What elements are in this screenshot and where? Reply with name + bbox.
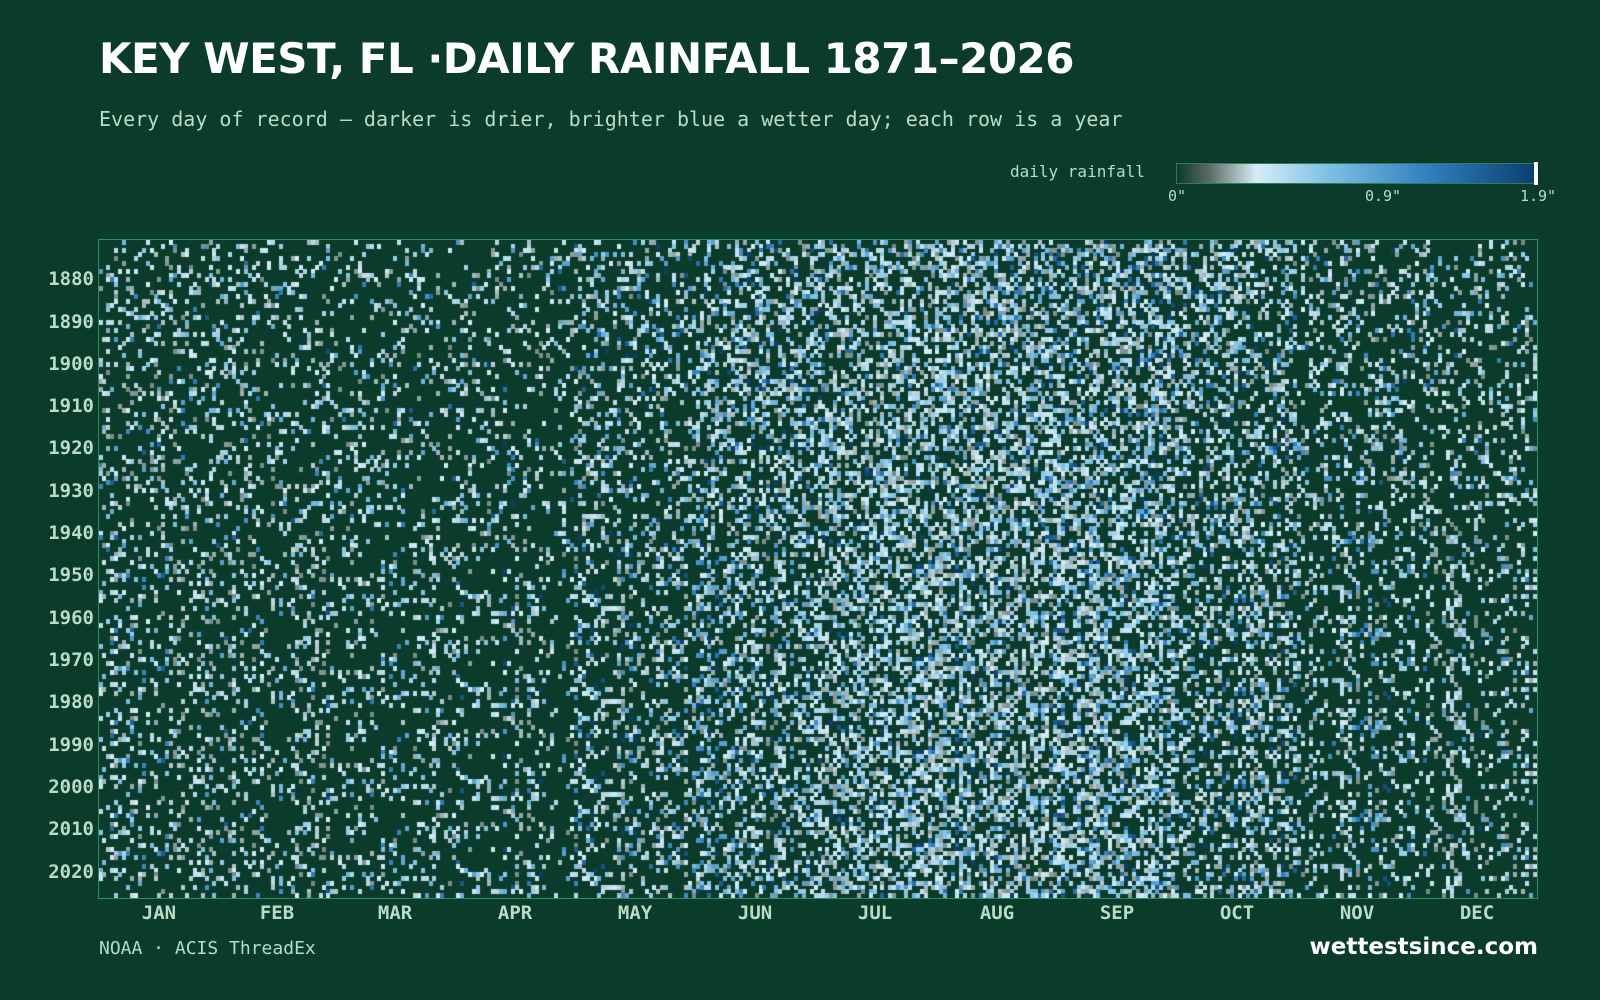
y-tick-label: 1980 xyxy=(48,691,94,714)
x-tick-label: MAR xyxy=(377,902,413,924)
legend-label: daily rainfall xyxy=(1010,162,1145,181)
y-tick-label: 2000 xyxy=(48,775,94,798)
y-tick-label: 1970 xyxy=(48,648,94,671)
y-tick-label: 1890 xyxy=(48,310,94,333)
legend-tick-min: 0" xyxy=(1167,187,1187,205)
x-tick-label: AUG xyxy=(979,902,1015,924)
x-tick-label: JUL xyxy=(857,902,893,924)
y-tick-label: 1930 xyxy=(48,479,94,502)
chart-title: KEY WEST, FL ·DAILY RAINFALL 1871–2026 xyxy=(99,34,1075,83)
y-tick-label: 1880 xyxy=(48,268,94,291)
heatmap-cells xyxy=(99,240,1537,898)
source-credit: NOAA · ACIS ThreadEx xyxy=(99,938,316,959)
chart-subtitle: Every day of record — darker is drier, b… xyxy=(99,107,1123,131)
y-tick-label: 1960 xyxy=(48,606,94,629)
y-tick-label: 2010 xyxy=(48,818,94,841)
x-tick-label: SEP xyxy=(1099,902,1135,924)
x-tick-label: JAN xyxy=(141,902,177,924)
legend-color-bar xyxy=(1176,163,1538,184)
y-tick-label: 1910 xyxy=(48,395,94,418)
x-tick-label: JUN xyxy=(737,902,773,924)
y-tick-label: 1920 xyxy=(48,437,94,460)
x-tick-label: NOV xyxy=(1339,902,1375,924)
x-tick-label: OCT xyxy=(1219,902,1255,924)
y-tick-label: 1940 xyxy=(48,522,94,545)
legend-max-marker xyxy=(1534,162,1538,185)
y-tick-label: 1900 xyxy=(48,352,94,375)
brand-logo-text[interactable]: wettestsince.com xyxy=(1309,934,1538,960)
legend-tick-mid: 0.9" xyxy=(1364,187,1402,205)
y-tick-label: 1950 xyxy=(48,564,94,587)
x-tick-label: MAY xyxy=(617,902,653,924)
y-tick-label: 1990 xyxy=(48,733,94,756)
heatmap-plot-area xyxy=(98,239,1538,899)
x-tick-label: DEC xyxy=(1459,902,1495,924)
x-tick-label: FEB xyxy=(259,902,295,924)
legend-tick-max: 1.9" xyxy=(1519,187,1557,205)
y-tick-label: 2020 xyxy=(48,860,94,883)
x-tick-label: APR xyxy=(497,902,533,924)
